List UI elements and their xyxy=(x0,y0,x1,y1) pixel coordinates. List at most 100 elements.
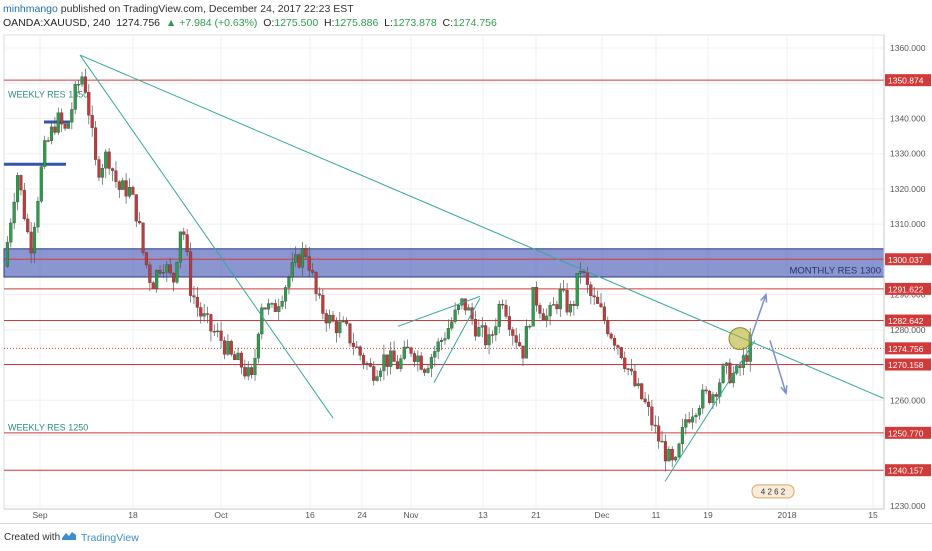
high-value: 1275.886 xyxy=(334,17,379,29)
candle xyxy=(670,448,674,461)
candle xyxy=(233,354,237,361)
trendline-rising xyxy=(664,340,756,482)
candle xyxy=(687,419,691,423)
candle xyxy=(480,325,484,328)
candle xyxy=(114,170,118,182)
candle xyxy=(202,313,206,317)
price-tag xyxy=(885,358,931,371)
change-up-icon: ▲ xyxy=(165,17,177,29)
high-label: H: xyxy=(324,17,335,29)
created-with-text: Created with xyxy=(4,532,61,543)
time-tick-label: 16 xyxy=(305,510,315,520)
candle xyxy=(43,140,47,167)
candle xyxy=(385,354,389,367)
candle xyxy=(317,293,322,296)
brand-name[interactable]: TradingView xyxy=(81,532,139,544)
candle xyxy=(283,287,288,302)
candle xyxy=(694,414,698,418)
weekly-res-1350-label: WEEKLY RES 1350 xyxy=(8,89,88,99)
candle xyxy=(558,289,562,310)
candle xyxy=(205,313,210,315)
candle xyxy=(110,168,115,171)
candle xyxy=(409,347,413,354)
candle xyxy=(334,321,338,334)
candle xyxy=(182,231,186,235)
candle xyxy=(355,346,359,348)
candle xyxy=(158,270,162,274)
price-tick-label: 1330.000 xyxy=(890,149,926,159)
candle xyxy=(528,326,532,328)
publish-info: minhmango published on TradingView.com, … xyxy=(3,3,354,15)
candle xyxy=(192,295,196,298)
candle xyxy=(596,296,600,304)
channel-line-upper xyxy=(397,295,481,327)
candle xyxy=(348,323,352,344)
projection-arrow-down xyxy=(769,340,787,394)
candle xyxy=(49,126,54,141)
candle xyxy=(490,334,494,336)
candle xyxy=(660,440,664,443)
time-tick-label: Dec xyxy=(594,510,610,520)
candle xyxy=(575,273,579,306)
price-chart[interactable]: MONTHLY RES 1300 WEEKLY RES 1350 WEEKLY RE… xyxy=(0,32,932,523)
candle xyxy=(5,242,9,267)
candle xyxy=(389,350,393,367)
price-tag xyxy=(885,314,931,327)
candle xyxy=(178,231,182,263)
close-label: C: xyxy=(442,17,454,29)
candle xyxy=(124,180,128,197)
price-tag xyxy=(885,74,931,87)
price-tag-label: 1282.642 xyxy=(888,316,924,326)
events-badge xyxy=(751,484,795,499)
candle xyxy=(433,351,437,358)
candle xyxy=(256,333,260,359)
candle xyxy=(497,303,501,327)
candle xyxy=(53,126,57,133)
price-tag-label: 1270.158 xyxy=(888,360,924,370)
candle xyxy=(623,357,627,369)
candle xyxy=(524,326,528,359)
candle xyxy=(168,264,172,274)
candle xyxy=(246,367,250,377)
time-tick-label: 15 xyxy=(868,510,878,520)
candle xyxy=(436,341,440,352)
candle xyxy=(511,329,515,336)
candle xyxy=(419,355,423,370)
candle xyxy=(653,424,657,427)
candle xyxy=(368,363,372,367)
candle xyxy=(412,353,416,362)
candle xyxy=(280,301,284,307)
candle xyxy=(707,390,712,403)
candle xyxy=(518,342,522,347)
candle xyxy=(609,333,613,339)
candle xyxy=(453,309,457,322)
last-price: 1274.756 xyxy=(116,17,161,29)
candle xyxy=(195,296,199,308)
low-label: L: xyxy=(384,17,393,29)
candle xyxy=(667,448,671,462)
candle xyxy=(328,314,332,324)
candle xyxy=(277,306,281,312)
candle xyxy=(426,368,430,373)
candle xyxy=(83,76,87,93)
candle xyxy=(138,221,142,224)
candle xyxy=(514,335,518,343)
candle xyxy=(477,327,481,337)
candle xyxy=(606,320,610,335)
candle xyxy=(589,284,593,296)
candle xyxy=(701,389,705,409)
candle xyxy=(175,262,179,283)
candle xyxy=(56,112,60,133)
candle xyxy=(473,319,478,337)
candle xyxy=(104,151,108,169)
candle xyxy=(287,277,291,288)
candle xyxy=(545,315,549,321)
candle xyxy=(270,303,274,305)
weekly-res-1250-label: WEEKLY RES 1250 xyxy=(8,422,88,432)
candle xyxy=(460,298,464,306)
candle xyxy=(456,304,461,311)
author-name[interactable]: minhmango xyxy=(3,3,58,15)
candle xyxy=(80,76,84,85)
time-tick-label: Sep xyxy=(32,510,47,520)
candle xyxy=(402,346,406,359)
